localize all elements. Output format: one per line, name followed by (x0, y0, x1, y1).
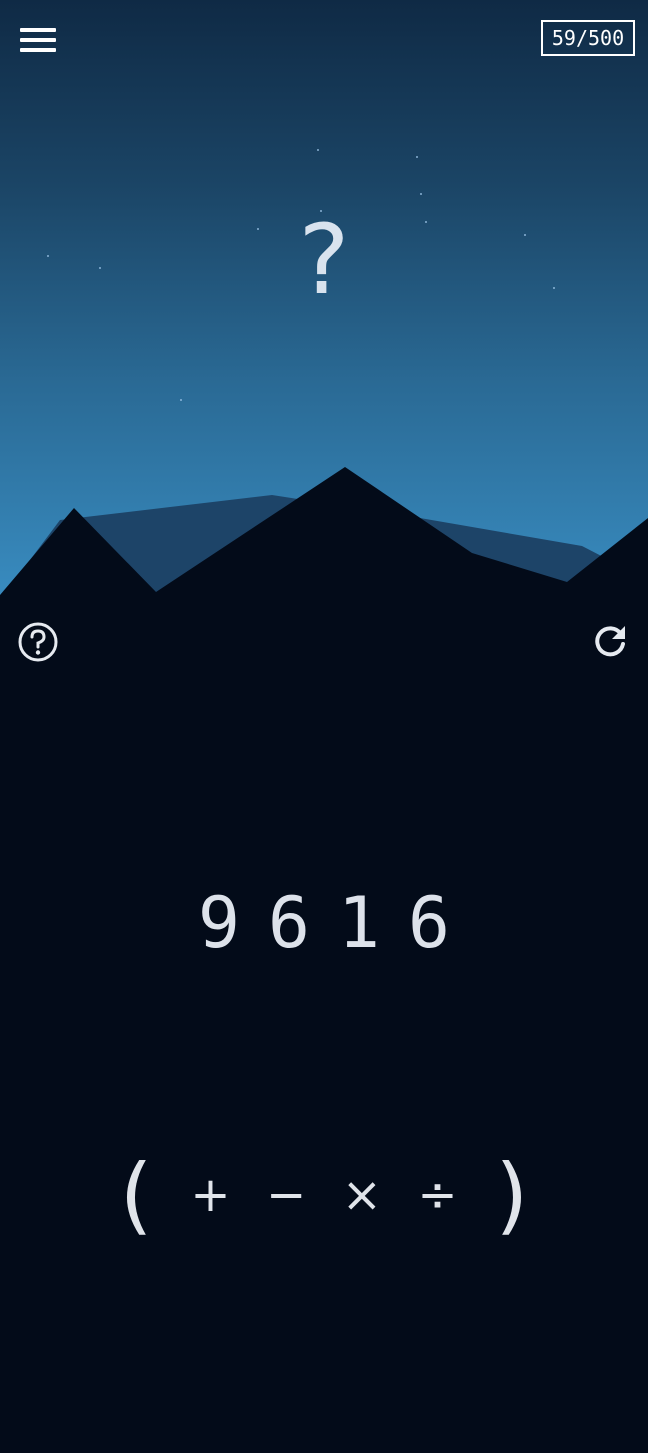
hamburger-menu-icon-bar (20, 48, 56, 52)
minus-button[interactable]: − (248, 1150, 324, 1240)
hamburger-menu-icon (20, 28, 56, 32)
hamburger-menu-icon-bar (20, 38, 56, 42)
operator-row: ( + − × ÷ ) (97, 1150, 551, 1240)
number-tile-3[interactable]: 1 (324, 878, 394, 968)
plus-button[interactable]: + (173, 1150, 249, 1240)
reset-button[interactable] (588, 620, 632, 664)
number-tile-2[interactable]: 6 (254, 878, 324, 968)
target-number: ? (0, 200, 648, 320)
menu-button[interactable] (18, 24, 58, 56)
number-tiles: 9 6 1 6 (0, 878, 648, 968)
help-button[interactable] (16, 620, 60, 664)
multiply-button[interactable]: × (324, 1150, 400, 1240)
mountain-silhouette (0, 440, 648, 630)
refresh-icon (588, 620, 632, 664)
open-paren-button[interactable]: ( (97, 1150, 173, 1240)
question-circle-icon (16, 620, 60, 664)
level-counter: 59/500 (541, 20, 635, 56)
divide-button[interactable]: ÷ (400, 1150, 476, 1240)
close-paren-button[interactable]: ) (475, 1150, 551, 1240)
number-tile-1[interactable]: 9 (184, 878, 254, 968)
number-tile-4[interactable]: 6 (394, 878, 464, 968)
